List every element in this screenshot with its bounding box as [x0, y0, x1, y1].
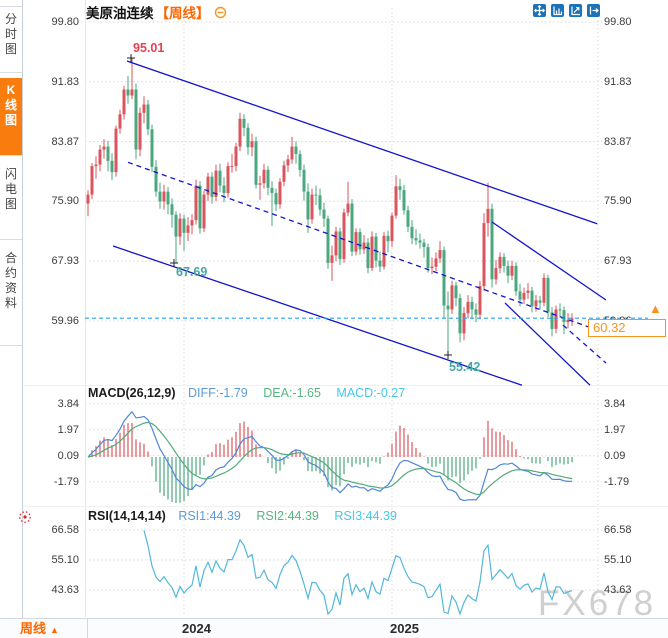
exit-right-icon[interactable]	[587, 4, 600, 17]
main-y-label-right: 75.90	[604, 195, 632, 208]
macd-y-label-right: 1.97	[604, 423, 626, 436]
macd-y-label-right: -1.79	[604, 475, 630, 488]
macd-y-label-left: -1.79	[53, 475, 79, 488]
main-y-label-left: 99.80	[51, 16, 79, 28]
sidebar-item-1[interactable]: 分 时 图	[0, 6, 22, 73]
rsi-y-label-right: 66.58	[604, 524, 632, 536]
period-selector[interactable]: 周线 ▲	[0, 619, 88, 638]
macd-name: MACD(26,12,9)	[88, 386, 176, 400]
sidebar-item-4[interactable]: 合 约 资 料	[0, 246, 22, 346]
rsi3-value: RSI3:44.39	[334, 509, 397, 523]
rsi-y-label-right: 55.10	[604, 554, 632, 566]
main-y-label-left: 59.96	[51, 314, 79, 327]
rsi-y-label-left: 43.63	[51, 583, 79, 596]
rsi-header: RSI(14,14,14) RSI1:44.39 RSI2:44.39 RSI3…	[88, 509, 397, 523]
chart-toolbar	[533, 4, 600, 17]
x-axis-year-label: 2025	[390, 621, 419, 636]
main-y-label-left: 91.83	[51, 75, 79, 88]
caret-up-icon: ▲	[50, 625, 59, 635]
rsi-y-label-right: 43.63	[604, 583, 632, 596]
swing-low-label-2: 55.42	[449, 360, 481, 374]
x-axis-year-label: 2024	[182, 621, 211, 636]
symbol-title: 美原油连续	[86, 6, 154, 21]
pan-icon[interactable]	[533, 4, 546, 17]
indicator-settings-icon[interactable]	[18, 510, 32, 524]
main-y-label-right: 83.87	[604, 135, 632, 148]
rsi-y-label-left: 55.10	[51, 554, 79, 566]
axis-scale-icon[interactable]	[551, 4, 564, 17]
rsi-y-label-left: 66.58	[51, 524, 79, 536]
macd-y-label-right: 3.84	[604, 397, 626, 410]
period-tag: 【周线】	[155, 6, 210, 21]
macd-dea-value: DEA:-1.65	[263, 386, 321, 400]
main-y-label-left: 83.87	[51, 135, 79, 148]
macd-y-label-left: 1.97	[57, 423, 79, 436]
macd-diff-value: DIFF:-1.79	[188, 386, 248, 400]
time-axis-bar: 周线 ▲ 2024 2025	[0, 618, 668, 638]
sidebar-item-2[interactable]: K 线 图	[0, 78, 22, 156]
chart-title-row: 美原油连续 【周线】	[86, 4, 227, 21]
collapse-circle-icon[interactable]	[214, 6, 227, 19]
price-up-arrow-icon: ▲	[649, 301, 662, 316]
main-y-label-left: 75.90	[51, 195, 79, 208]
macd-header: MACD(26,12,9) DIFF:-1.79 DEA:-1.65 MACD:…	[88, 386, 405, 400]
main-y-label-right: 99.80	[604, 16, 632, 28]
rsi2-value: RSI2:44.39	[256, 509, 319, 523]
main-y-label-right: 91.83	[604, 75, 632, 88]
sidebar: 分 时 图 K 线 图闪 电 图合 约 资 料	[0, 0, 23, 618]
main-y-label-right: 67.93	[604, 255, 632, 268]
rsi1-value: RSI1:44.39	[178, 509, 241, 523]
period-label: 周线	[20, 621, 47, 636]
macd-y-label-right: 0.09	[604, 449, 626, 462]
swing-high-label: 95.01	[133, 41, 165, 55]
main-y-label-left: 67.93	[51, 255, 79, 268]
current-price-tag: 60.32	[588, 319, 666, 337]
sidebar-item-3[interactable]: 闪 电 图	[0, 162, 22, 240]
rsi-name: RSI(14,14,14)	[88, 509, 166, 523]
axis-playback-icon[interactable]	[569, 4, 582, 17]
macd-y-label-left: 3.84	[57, 397, 79, 410]
macd-y-label-left: 0.09	[57, 449, 79, 462]
swing-low-label-1: 67.69	[176, 265, 208, 279]
macd-macd-value: MACD:-0.27	[336, 386, 406, 400]
